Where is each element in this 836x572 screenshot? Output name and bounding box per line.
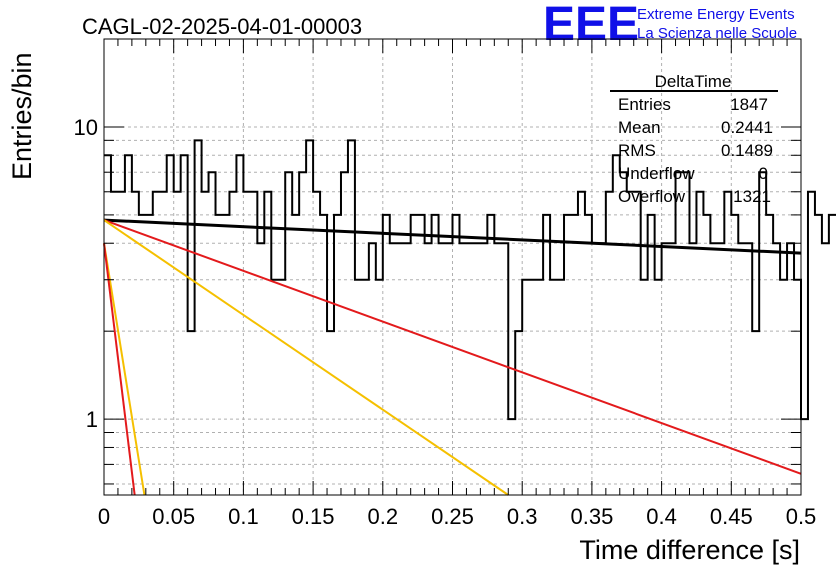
x-tick-label: 0.05	[152, 504, 195, 529]
histogram-title: CAGL-02-2025-04-01-00003	[82, 14, 362, 39]
x-tick-label: 0.5	[786, 504, 817, 529]
stats-value: 1321	[733, 187, 771, 206]
stats-label: Overflow	[618, 187, 686, 206]
fit-line	[103, 219, 802, 475]
fit-line	[103, 218, 802, 255]
eee-logo: EEE Extreme Energy Events La Scienza nel…	[543, 0, 797, 51]
x-tick-label: 0.15	[292, 504, 335, 529]
stats-label: Entries	[618, 95, 671, 114]
eee-logo-line-2: La Scienza nelle Scuole	[637, 25, 797, 42]
eee-logo-line-1: Extreme Energy Events	[637, 6, 795, 23]
y-tick-label: 1	[86, 407, 98, 432]
stats-label: Mean	[618, 118, 661, 137]
stats-label: RMS	[618, 141, 656, 160]
y-tick-label: 10	[74, 115, 98, 140]
stats-title: DeltaTime	[655, 72, 732, 91]
fit-line	[103, 219, 509, 496]
x-tick-label: 0.1	[228, 504, 259, 529]
stats-value: 0.2441	[721, 118, 773, 137]
stats-box: DeltaTime Entries 1847 Mean 0.2441 RMS 0…	[610, 72, 778, 206]
x-tick-label: 0.3	[507, 504, 538, 529]
stats-label: Underflow	[618, 164, 695, 183]
fit-line	[103, 243, 136, 496]
eee-logo-mark: EEE	[543, 0, 639, 51]
grid	[104, 38, 801, 495]
fit-line	[103, 243, 146, 496]
x-tick-label: 0.45	[710, 504, 753, 529]
stats-value: 1847	[730, 95, 768, 114]
axis-ticks: 0 0.05 0.1 0.15 0.2 0.25 0.3 0.35 0.4 0.45 0.5 1 10	[74, 38, 817, 529]
x-tick-label: 0	[98, 504, 110, 529]
stats-value: 0	[759, 164, 768, 183]
x-axis-title: Time difference [s]	[579, 535, 800, 565]
stats-value: 0.1489	[721, 141, 773, 160]
x-tick-label: 0.25	[431, 504, 474, 529]
fit-lines	[103, 218, 802, 496]
x-tick-label: 0.2	[368, 504, 399, 529]
x-tick-label: 0.35	[570, 504, 613, 529]
y-axis-title: Entries/bin	[7, 52, 37, 180]
x-tick-label: 0.4	[646, 504, 677, 529]
